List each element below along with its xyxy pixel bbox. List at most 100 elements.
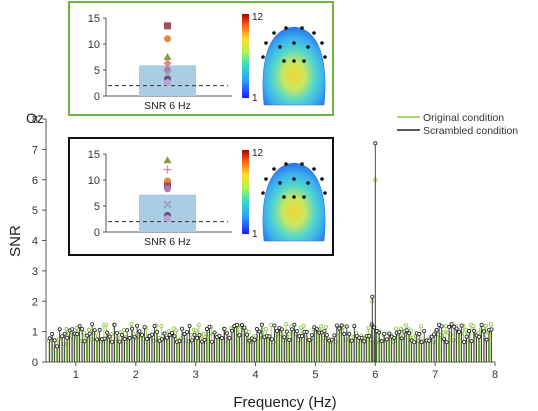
point-scrambled xyxy=(447,324,452,329)
point-scrambled xyxy=(82,339,87,344)
point-original xyxy=(61,342,66,347)
point-scrambled xyxy=(257,329,262,334)
point-original xyxy=(324,325,329,330)
point-original xyxy=(304,335,309,340)
point-scrambled xyxy=(177,339,182,344)
point-original xyxy=(129,322,134,327)
point-scrambled xyxy=(227,336,232,341)
subject-point xyxy=(163,70,172,79)
inset-y-tick-label: 5 xyxy=(94,201,100,213)
point-scrambled xyxy=(294,329,299,334)
point-scrambled xyxy=(382,331,387,336)
point-original xyxy=(418,324,423,329)
point-scrambled xyxy=(379,339,384,344)
point-original xyxy=(74,326,79,331)
point-scrambled xyxy=(464,334,469,339)
point-scrambled xyxy=(289,327,294,332)
subject-point xyxy=(163,165,172,174)
subject-point xyxy=(164,78,171,86)
electrode-dot xyxy=(306,45,310,49)
legend-label-original: Original condition xyxy=(423,112,504,124)
point-scrambled xyxy=(242,325,247,330)
point-scrambled xyxy=(150,332,155,337)
point-scrambled xyxy=(185,330,190,335)
point-original xyxy=(151,338,156,343)
point-scrambled xyxy=(52,338,57,343)
y-tick-label: 0 xyxy=(32,357,38,369)
point-scrambled xyxy=(80,327,85,332)
point-scrambled xyxy=(387,331,392,336)
inset-y-tick-label: 0 xyxy=(94,91,100,103)
subject-point xyxy=(164,185,171,193)
inset-category-label: SNR 6 Hz xyxy=(144,100,191,112)
scalp-topography-map xyxy=(261,26,327,106)
electrode-dot xyxy=(292,195,296,199)
point-original xyxy=(451,338,456,343)
point-original xyxy=(81,331,86,336)
electrode-dot xyxy=(278,45,282,49)
point-scrambled xyxy=(292,322,297,327)
electrode-dot xyxy=(282,59,286,63)
point-scrambled xyxy=(92,328,97,333)
point-original xyxy=(196,322,201,327)
point-scrambled xyxy=(472,328,477,333)
point-scrambled xyxy=(65,335,70,340)
point-scrambled xyxy=(172,334,177,339)
point-scrambled xyxy=(137,329,142,334)
point-scrambled xyxy=(247,338,252,343)
y-tick-label: 1 xyxy=(32,327,38,339)
point-scrambled xyxy=(399,336,404,341)
point-scrambled xyxy=(224,331,229,336)
point-scrambled xyxy=(489,327,494,332)
point-scrambled xyxy=(90,322,95,327)
electrode-dot xyxy=(323,191,327,195)
point-scrambled xyxy=(307,337,312,342)
electrode-dot xyxy=(302,59,306,63)
point-scrambled xyxy=(125,328,130,333)
point-scrambled xyxy=(122,336,127,341)
inset-original-condition: 0 5 10 15 SNR 6 Hz 12 1 xyxy=(68,1,334,116)
electrode-dot xyxy=(261,55,265,59)
point-scrambled xyxy=(152,323,157,328)
colorbar xyxy=(242,14,249,98)
point-original xyxy=(206,332,211,337)
point-scrambled xyxy=(267,334,272,339)
point-scrambled xyxy=(349,338,354,343)
scalp-topography-map xyxy=(261,162,327,242)
point-scrambled xyxy=(155,329,160,334)
point-original xyxy=(104,322,109,327)
point-original xyxy=(64,326,69,331)
electrode-dot xyxy=(320,41,324,45)
point-scrambled xyxy=(427,338,432,343)
point-scrambled xyxy=(160,337,165,342)
colorbar-max-label: 12 xyxy=(252,148,264,159)
point-original xyxy=(393,326,398,331)
subject-point xyxy=(164,214,171,222)
point-scrambled xyxy=(287,337,292,342)
electrode-dot xyxy=(278,181,282,185)
point-original xyxy=(391,340,396,345)
y-tick-label: 7 xyxy=(32,144,38,156)
point-scrambled xyxy=(429,334,434,339)
x-tick-label: 3 xyxy=(193,369,199,381)
point-scrambled xyxy=(279,327,284,332)
point-original xyxy=(264,326,269,331)
point-scrambled xyxy=(469,339,474,344)
point-original xyxy=(246,330,251,335)
point-original xyxy=(443,323,448,328)
electrode-dot xyxy=(282,195,286,199)
point-scrambled xyxy=(120,333,125,338)
point-original xyxy=(284,322,289,327)
point-scrambled xyxy=(204,326,209,331)
point-scrambled xyxy=(229,328,234,333)
electrode-dot xyxy=(323,55,327,59)
inset-y-tick-label: 10 xyxy=(88,39,100,51)
point-original xyxy=(336,330,341,335)
point-original xyxy=(71,335,76,340)
point-scrambled xyxy=(324,333,329,338)
point-scrambled xyxy=(314,326,319,331)
point-scrambled xyxy=(209,339,214,344)
point-original xyxy=(186,339,191,344)
point-scrambled xyxy=(454,326,459,331)
